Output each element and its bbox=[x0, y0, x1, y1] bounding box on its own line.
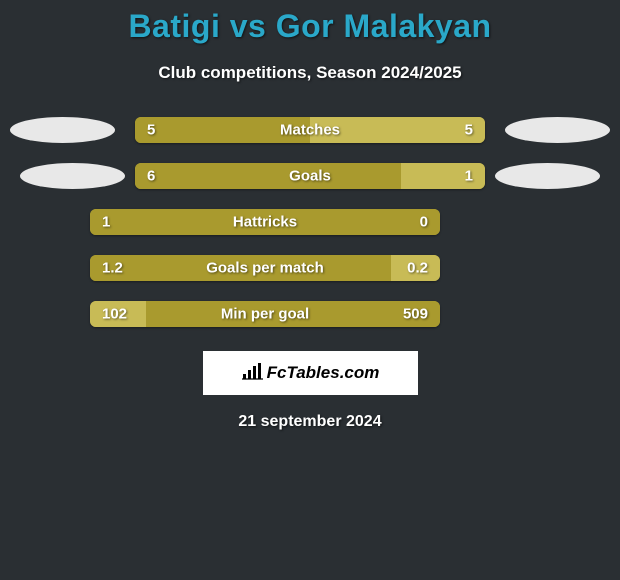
stat-row: 5 Matches 5 bbox=[0, 117, 620, 143]
stat-left-value: 1.2 bbox=[102, 260, 123, 277]
stat-left-value: 6 bbox=[147, 168, 155, 185]
stat-rows: 5 Matches 5 6 Goals 1 1 Hattricks 0 1.2 Goals per … bbox=[0, 117, 620, 327]
subtitle: Club competitions, Season 2024/2025 bbox=[0, 63, 620, 83]
stat-label: Goals bbox=[289, 168, 331, 185]
stat-row: 6 Goals 1 bbox=[0, 163, 620, 189]
player-avatar-left bbox=[10, 117, 115, 143]
stat-bar: 1.2 Goals per match 0.2 bbox=[90, 255, 440, 281]
stat-bar: 5 Matches 5 bbox=[135, 117, 485, 143]
bar-chart-icon bbox=[241, 362, 263, 385]
stat-label: Matches bbox=[280, 122, 340, 139]
stat-right-value: 1 bbox=[465, 168, 473, 185]
stat-right-value: 509 bbox=[403, 306, 428, 323]
comparison-card: Batigi vs Gor Malakyan Club competitions… bbox=[0, 0, 620, 431]
stat-left-value: 5 bbox=[147, 122, 155, 139]
stat-label: Min per goal bbox=[221, 306, 309, 323]
stat-right-value: 5 bbox=[465, 122, 473, 139]
logo-text: FcTables.com bbox=[267, 363, 380, 383]
stat-bar: 1 Hattricks 0 bbox=[90, 209, 440, 235]
page-title: Batigi vs Gor Malakyan bbox=[0, 8, 620, 45]
date-text: 21 september 2024 bbox=[0, 413, 620, 431]
stat-label: Hattricks bbox=[233, 214, 297, 231]
stat-bar: 6 Goals 1 bbox=[135, 163, 485, 189]
stat-left-value: 102 bbox=[102, 306, 127, 323]
stat-row: 1.2 Goals per match 0.2 bbox=[0, 255, 620, 281]
stat-row: 102 Min per goal 509 bbox=[0, 301, 620, 327]
stat-label: Goals per match bbox=[206, 260, 324, 277]
player-avatar-right bbox=[505, 117, 610, 143]
stat-right-value: 0.2 bbox=[407, 260, 428, 277]
logo-box[interactable]: FcTables.com bbox=[203, 351, 418, 395]
stat-left-value: 1 bbox=[102, 214, 110, 231]
stat-right-value: 0 bbox=[420, 214, 428, 231]
player-avatar-right bbox=[495, 163, 600, 189]
stat-bar-left bbox=[135, 163, 401, 189]
player-avatar-left bbox=[20, 163, 125, 189]
stat-bar: 102 Min per goal 509 bbox=[90, 301, 440, 327]
stat-row: 1 Hattricks 0 bbox=[0, 209, 620, 235]
